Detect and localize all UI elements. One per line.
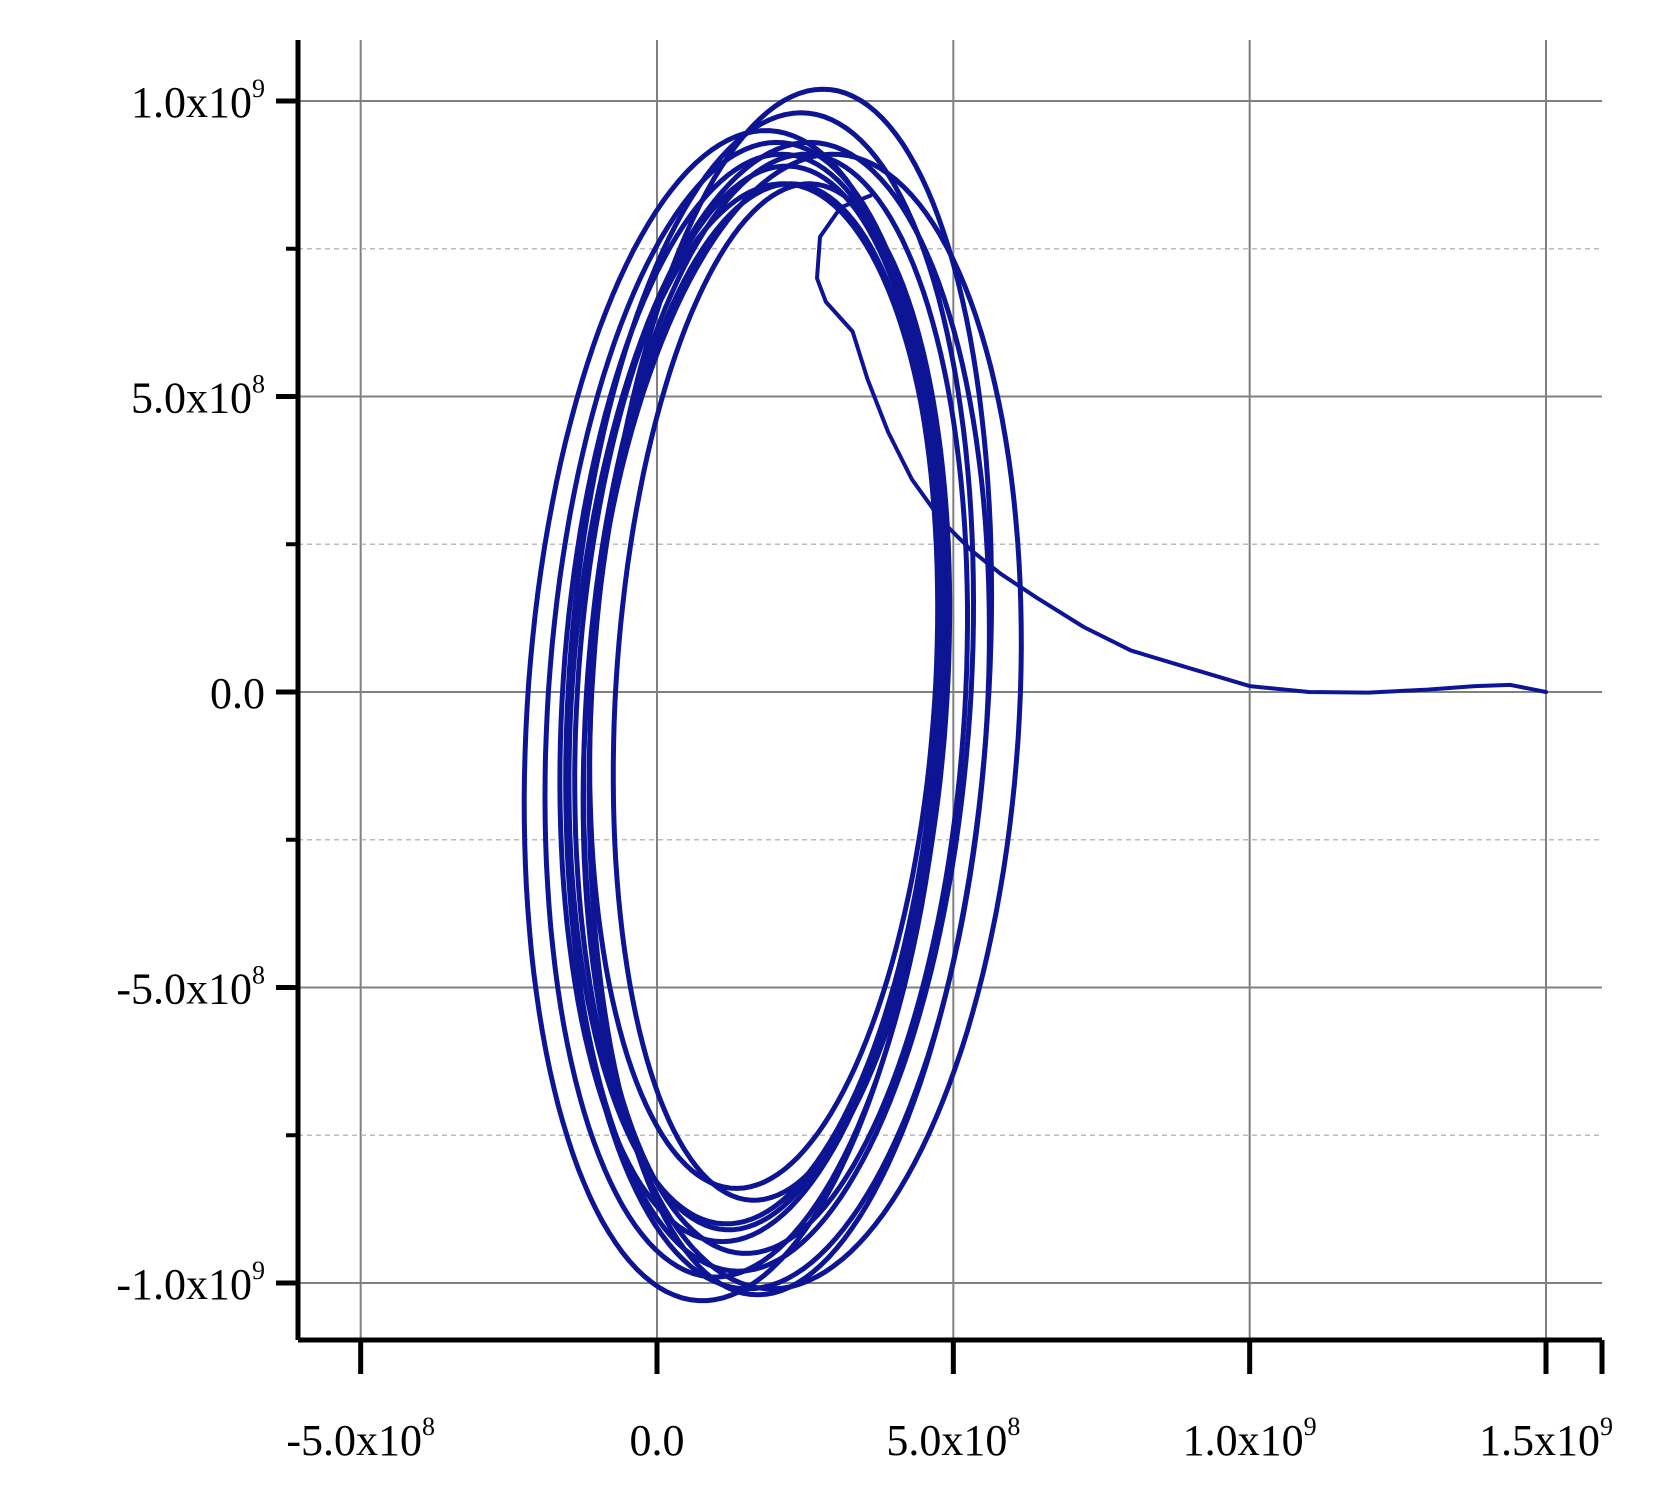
y-tick-label: 0.0 xyxy=(210,669,265,718)
series-layer xyxy=(521,86,1548,1304)
x-tick-label: 1.0x109 xyxy=(1183,1412,1317,1465)
y-tick-label: 1.0x109 xyxy=(131,74,265,127)
orbit-loop-line xyxy=(563,110,976,1274)
orbit-loop-line xyxy=(521,128,947,1304)
orbit-loop-line xyxy=(565,139,992,1292)
orbit-loop-line xyxy=(581,151,970,1256)
y-tick-label: -5.0x108 xyxy=(116,961,265,1014)
x-tick-label: 0.0 xyxy=(630,1416,685,1465)
x-tick-labels: -5.0x108 0.0 5.0x108 1.0x109 1.5x109 xyxy=(286,1412,1613,1465)
x-tick-label: -5.0x108 xyxy=(286,1412,435,1465)
transient-line xyxy=(815,193,1548,695)
y-tick-labels: 1.0x109 5.0x108 0.0 -5.0x108 -1.0x109 xyxy=(116,74,265,1309)
orbit-loop-line xyxy=(566,181,944,1227)
x-tick-label: 1.5x109 xyxy=(1479,1412,1613,1465)
axes xyxy=(276,40,1605,1374)
y-tick-label: -1.0x109 xyxy=(116,1256,265,1309)
x-tick-label: 5.0x108 xyxy=(886,1412,1020,1465)
orbit-loop-line xyxy=(587,181,941,1191)
orbit-loop-line xyxy=(610,181,953,1203)
y-tick-label: 5.0x108 xyxy=(131,370,265,423)
